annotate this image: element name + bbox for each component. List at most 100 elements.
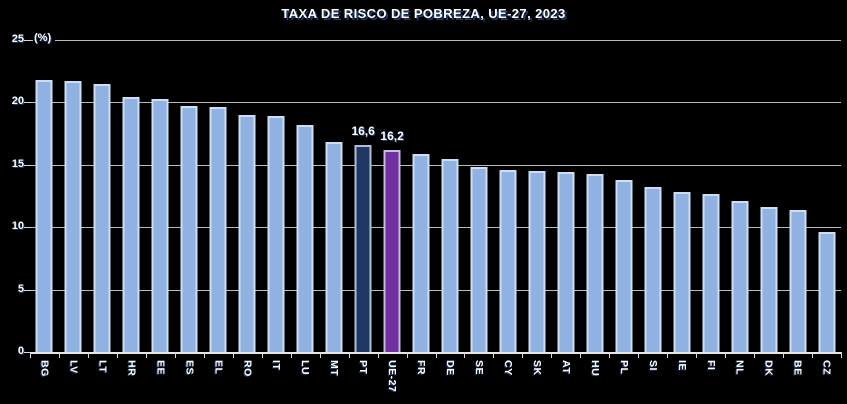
x-tick-label-FI: FI	[704, 360, 717, 371]
x-tick-label-IT: IT	[270, 360, 283, 371]
bar-IE	[673, 192, 691, 352]
x-axis-tick	[580, 352, 582, 358]
plot-area: BG LV LT HR EE ES EL RO IT LU MT 16,6 PT 16,2 UE-27 FR D…	[30, 40, 841, 392]
y-tick-mark-5	[24, 289, 31, 291]
x-tick-label-MT: MT	[328, 360, 341, 377]
bar-column-EL: EL	[204, 40, 233, 374]
bar-column-CY: CY	[494, 40, 523, 376]
bar-column-HR: HR	[117, 40, 146, 376]
bar-column-NL: NL	[725, 40, 754, 375]
x-tick-label-SK: SK	[530, 360, 543, 376]
x-axis-tick	[551, 352, 553, 358]
bar-BE	[789, 209, 807, 352]
bar-FR	[412, 153, 430, 352]
x-tick-label-DK: DK	[762, 360, 775, 377]
bar-column-LV: LV	[59, 40, 88, 374]
y-tick-mark-20	[24, 102, 31, 104]
x-axis-tick	[609, 352, 611, 358]
bar-CZ	[818, 232, 836, 352]
x-tick-label-EE: EE	[154, 360, 167, 376]
x-axis-tick	[232, 352, 234, 358]
x-tick-label-SE: SE	[473, 360, 486, 376]
y-tick-label-20: 20	[11, 95, 24, 108]
bar-column-SI: SI	[638, 40, 667, 371]
bar-PT	[354, 144, 372, 352]
x-axis-tick	[725, 352, 727, 358]
bar-PL	[615, 179, 633, 352]
x-axis-tick	[116, 352, 118, 358]
bar-UE-27	[383, 149, 401, 352]
x-axis-tick	[290, 352, 292, 358]
bar-NL	[731, 201, 749, 352]
bar-column-BG: BG	[30, 40, 59, 377]
x-axis-tick	[30, 352, 31, 358]
x-axis-tick	[203, 352, 205, 358]
x-tick-label-LU: LU	[299, 360, 312, 375]
y-tick-label-15: 15	[11, 157, 24, 170]
x-axis-ticks	[30, 352, 842, 358]
bar-MT	[325, 142, 343, 352]
bar-column-DK: DK	[754, 40, 783, 376]
bar-column-PL: PL	[609, 40, 638, 374]
bar-column-EE: EE	[146, 40, 175, 375]
bar-EL	[209, 107, 227, 352]
y-tick-mark-0	[24, 352, 31, 353]
x-tick-label-IE: IE	[675, 360, 688, 371]
bar-column-FR: FR	[407, 40, 436, 375]
bar-column-IT: IT	[262, 40, 291, 370]
x-tick-label-BE: BE	[791, 360, 804, 376]
data-label-PT: 16,6	[351, 123, 375, 138]
x-tick-label-UE-27: UE-27	[386, 360, 399, 393]
bar-SK	[528, 171, 546, 352]
x-tick-label-AT: AT	[559, 360, 572, 375]
x-axis-tick	[58, 352, 60, 358]
bar-ES	[180, 106, 198, 352]
bar-column-FI: FI	[696, 40, 725, 370]
x-tick-label-PT: PT	[357, 360, 370, 375]
y-tick-label-10: 10	[11, 220, 24, 233]
x-axis-tick	[493, 352, 495, 358]
bar-SI	[644, 187, 662, 352]
bar-column-SE: SE	[465, 40, 494, 375]
bar-column-MT: MT	[320, 40, 349, 376]
bar-LV	[64, 81, 82, 352]
bar-column-SK: SK	[522, 40, 551, 376]
bar-column-CZ: CZ	[812, 40, 841, 375]
bar-LU	[296, 124, 314, 352]
bar-series: BG LV LT HR EE ES EL RO IT LU MT 16,6 PT 16,2 UE-27 FR D…	[30, 40, 841, 392]
x-tick-label-HU: HU	[588, 360, 601, 377]
bar-column-IE: IE	[667, 40, 696, 371]
x-axis-tick	[145, 352, 147, 358]
chart-title: TAXA DE RISCO DE POBREZA, UE-27, 2023	[281, 6, 566, 21]
bar-CY	[499, 169, 517, 352]
x-axis-tick	[522, 352, 524, 358]
bar-DE	[441, 158, 459, 352]
y-tick-label-0: 0	[17, 345, 24, 357]
gridline-10	[30, 227, 841, 229]
x-tick-label-BG: BG	[38, 360, 51, 377]
x-tick-label-LV: LV	[67, 360, 80, 374]
bar-column-HU: HU	[580, 40, 609, 376]
bar-BG	[35, 79, 53, 352]
bar-column-BE: BE	[783, 40, 812, 376]
y-axis-unit-label: (%)	[33, 32, 56, 44]
bar-column-LT: LT	[88, 40, 117, 373]
bar-AT	[557, 172, 575, 352]
gridline-20	[30, 102, 841, 104]
bar-IT	[267, 116, 285, 352]
bar-column-AT: AT	[551, 40, 580, 374]
gridline-5	[30, 289, 841, 291]
x-tick-label-NL: NL	[733, 360, 746, 375]
bar-FI	[702, 193, 720, 352]
bar-column-PT: 16,6 PT	[349, 40, 378, 375]
bar-LT	[93, 83, 111, 352]
x-tick-label-DE: DE	[444, 360, 457, 376]
bar-column-LU: LU	[291, 40, 320, 375]
bar-HR	[122, 97, 140, 352]
y-tick-label-5: 5	[17, 282, 24, 295]
gridline-15	[30, 164, 841, 166]
x-axis-tick	[319, 352, 321, 358]
x-axis-tick	[696, 352, 698, 358]
x-axis-tick	[87, 352, 89, 358]
x-axis-tick	[377, 352, 379, 358]
